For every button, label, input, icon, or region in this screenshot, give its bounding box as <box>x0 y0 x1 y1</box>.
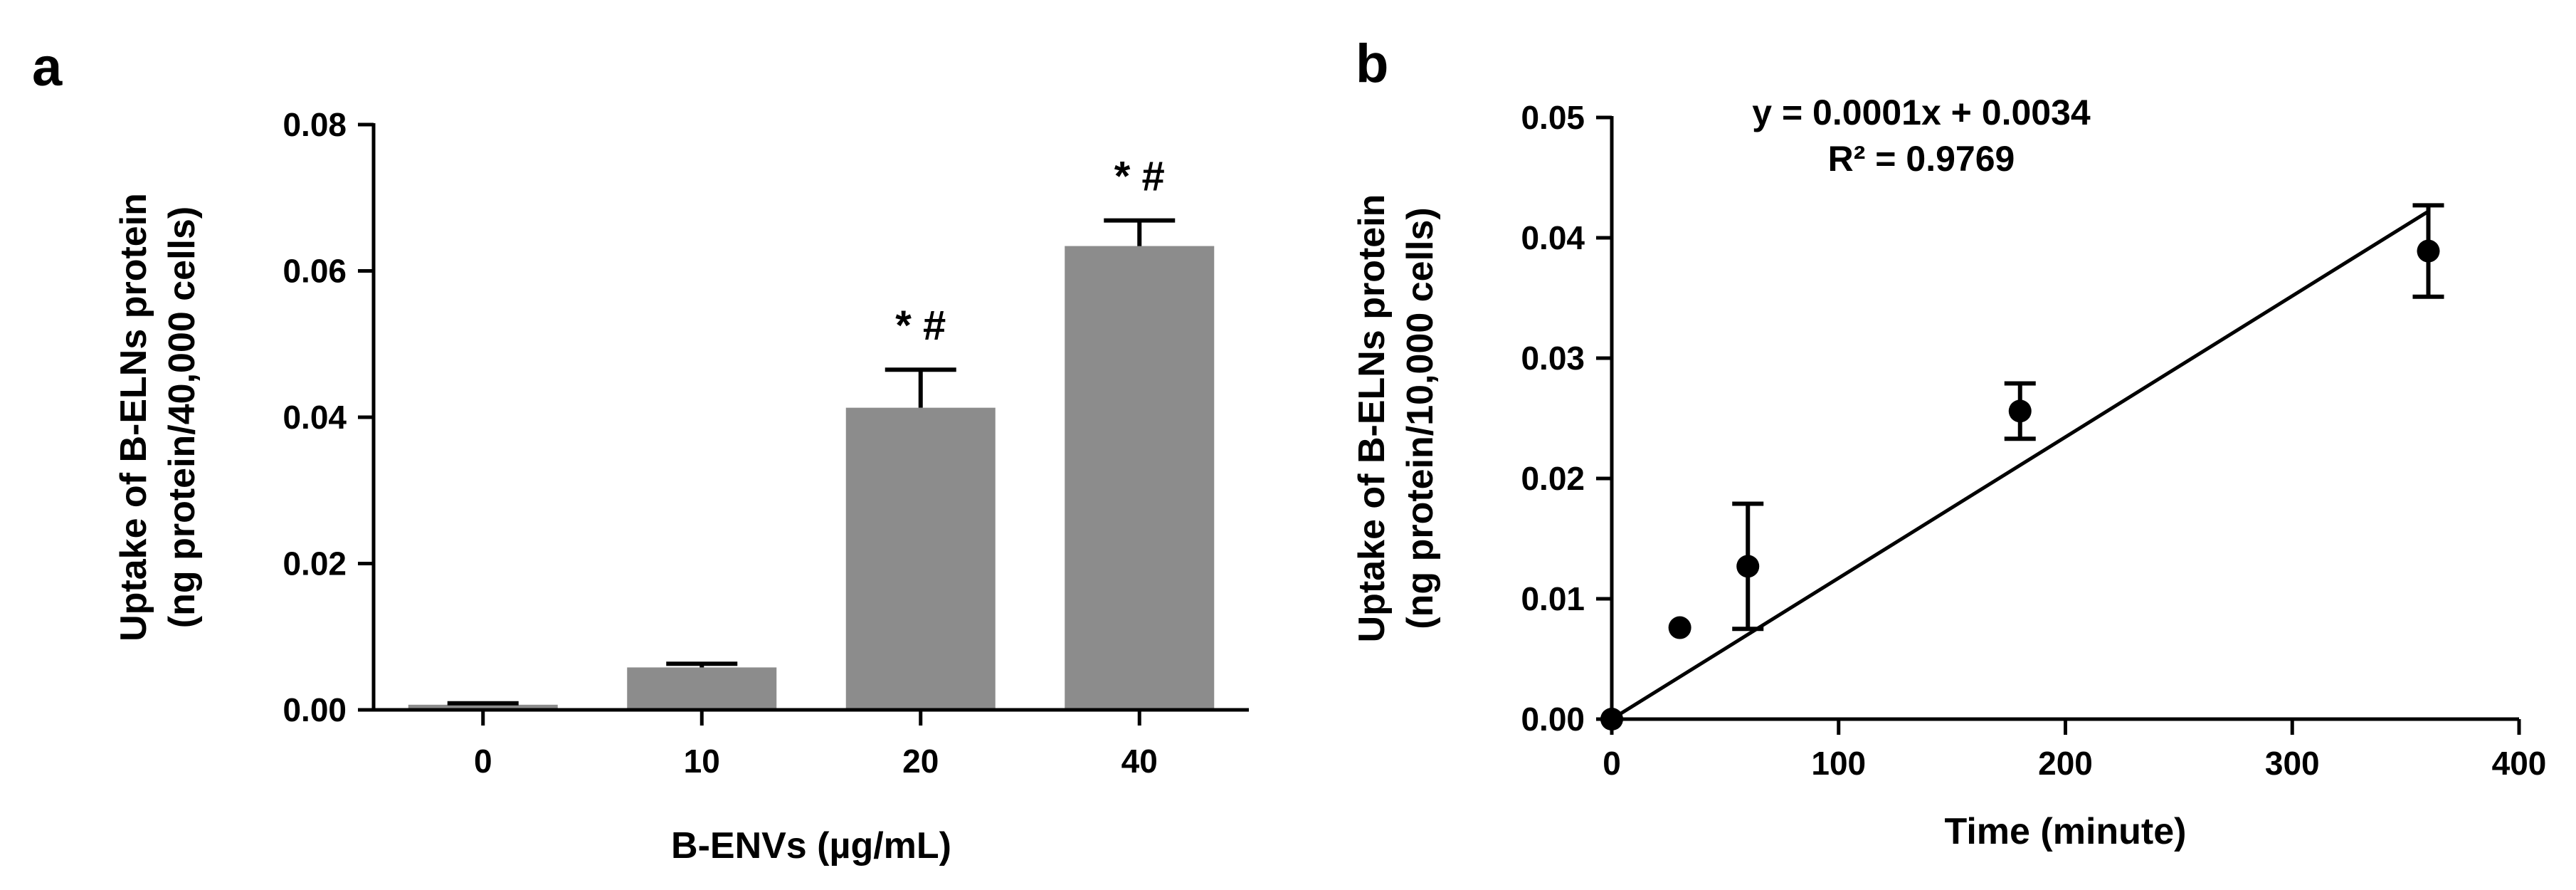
data-point <box>2417 239 2440 263</box>
panel-a-letter: a <box>32 37 63 98</box>
panel-b-y-tick-label: 0.05 <box>1521 99 1585 136</box>
panel-a-y-tick-label: 0.02 <box>283 545 347 582</box>
panel-b-x-tick-label: 300 <box>2265 745 2320 782</box>
panel-a-x-tick-label: 40 <box>1121 743 1158 780</box>
panel-b-y-tick-label: 0.03 <box>1521 340 1585 377</box>
significance-marker: * # <box>895 303 946 349</box>
panel-a-bar-chart: a Uptake of B-ELNs protein (ng protein/40… <box>32 37 1249 867</box>
data-point <box>2008 399 2032 423</box>
panel-a-y-axis-title-line1: Uptake of B-ELNs protein <box>113 193 154 642</box>
regression-line <box>1610 209 2429 721</box>
panel-a-x-tick-label: 10 <box>684 743 720 780</box>
panel-a-y-tick-label: 0.00 <box>283 691 347 728</box>
panel-b-y-tick-label: 0.02 <box>1521 460 1585 497</box>
bar-40 <box>1065 246 1215 710</box>
panel-b-x-tick-label: 400 <box>2492 745 2547 782</box>
panel-b-x-tick-label: 200 <box>2038 745 2093 782</box>
bar-0 <box>408 704 558 710</box>
panel-b-y-axis-title-line2: (ng protein/10,000 cells) <box>1400 207 1441 629</box>
data-point <box>1736 555 1760 578</box>
panel-a-y-tick-label: 0.06 <box>283 253 347 290</box>
panel-a-y-tick-label: 0.08 <box>283 106 347 143</box>
regression-equation: y = 0.0001x + 0.0034 <box>1752 93 2091 132</box>
panel-a-x-tick-label: 0 <box>474 743 492 780</box>
panel-b-y-tick-label: 0.01 <box>1521 580 1585 617</box>
panel-b-scatter-chart: b y = 0.0001x + 0.0034 R² = 0.9769 0.00 0… <box>1351 33 2546 852</box>
bar-10 <box>627 667 777 710</box>
panel-b-y-tick-label: 0.04 <box>1521 219 1585 256</box>
panel-b-letter: b <box>1356 33 1388 94</box>
significance-marker: * # <box>1114 154 1165 200</box>
panel-b-y-axis-title-line1: Uptake of B-ELNs protein <box>1351 194 1393 643</box>
r-squared-label: R² = 0.9769 <box>1828 139 2015 179</box>
panel-b-x-tick-label: 100 <box>1811 745 1866 782</box>
panel-b-y-tick-label: 0.00 <box>1521 701 1585 738</box>
panel-a-y-tick-label: 0.04 <box>283 399 347 436</box>
bar-20 <box>845 407 996 710</box>
panel-b-x-axis-title: Time (minute) <box>1945 811 2187 852</box>
panel-a-x-tick-label: 20 <box>902 743 939 780</box>
panel-a-x-axis-title: B-ENVs (µg/mL) <box>671 825 951 867</box>
panel-a-y-axis-title-line2: (ng protein/40,000 cells) <box>162 206 203 628</box>
data-point <box>1668 616 1691 639</box>
panel-b-x-tick-label: 0 <box>1603 745 1621 782</box>
